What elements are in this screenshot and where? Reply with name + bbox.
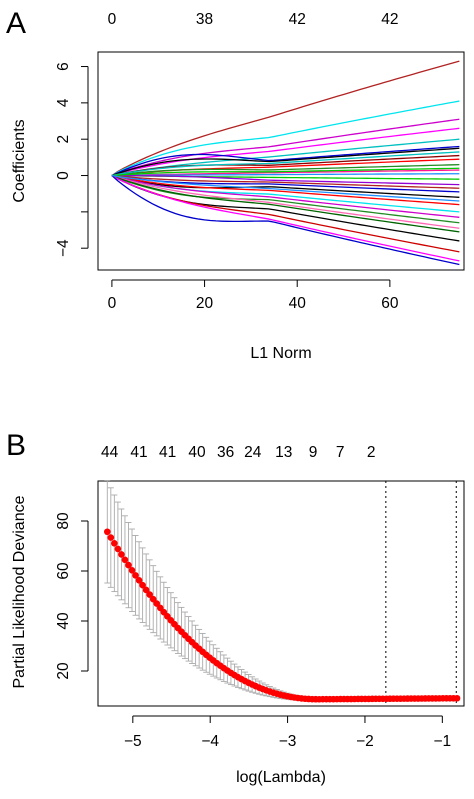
deviance-point: [149, 595, 157, 603]
panel-b-top-label: 41: [130, 444, 147, 461]
panel-b-errorbars-group: [104, 480, 461, 702]
deviance-point: [132, 572, 139, 579]
panel-b-y-tick-label: 80: [55, 512, 72, 530]
deviance-point: [142, 586, 150, 594]
deviance-point: [103, 528, 111, 536]
coefficient-path-20: [111, 174, 460, 224]
panel-a-top-label: 42: [381, 11, 398, 28]
panel-b-y-axis: 20 40 60 80: [55, 512, 89, 680]
panel-b-top-label: 41: [159, 444, 176, 461]
coefficient-path-26: [111, 175, 460, 266]
deviance-point: [125, 561, 132, 569]
panel-a-coefficient-paths: A 0 20 40 60 −4 0 2 4 6 0 38 42 42 L1 Norm Coeffic…: [6, 7, 465, 362]
panel-b-top-label: 13: [275, 444, 292, 461]
panel-b-top-label: 36: [217, 444, 234, 461]
panel-b-top-label: 2: [367, 444, 376, 461]
coefficient-path-22: [111, 174, 460, 233]
panel-a-x-tick-label: 60: [381, 295, 399, 312]
deviance-point: [107, 534, 115, 541]
coefficient-path-29: [111, 167, 460, 177]
panel-b-x-tick-label: −5: [124, 733, 142, 750]
coefficient-path-10: [111, 163, 460, 177]
panel-b-x-tick-label: −1: [433, 733, 451, 750]
coefficient-path-28: [111, 174, 460, 189]
panel-b-points-group: [103, 528, 461, 703]
coefficient-path-7: [111, 147, 460, 177]
panel-a-top-label: 38: [196, 11, 213, 28]
panel-a-series-group: [111, 60, 460, 266]
coefficient-path-21: [111, 174, 460, 229]
panel-a-y-tick-label: 2: [55, 135, 72, 144]
coefficient-path-27: [111, 151, 460, 177]
deviance-point: [128, 566, 136, 574]
panel-a-letter: A: [6, 7, 26, 40]
deviance-point: [114, 545, 122, 553]
panel-b-x-tick-label: −4: [201, 733, 219, 750]
panel-a-x-axis-title: L1 Norm: [250, 345, 311, 362]
coefficient-path-30: [111, 174, 460, 202]
coefficient-path-6: [111, 145, 460, 177]
deviance-point: [111, 539, 118, 547]
panel-a-y-tick-label: 0: [55, 171, 72, 180]
panel-b-top-label: 9: [309, 444, 318, 461]
panel-b-plot-box: [97, 480, 465, 707]
panel-b-y-axis-title: Partial Likelihood Deviance: [11, 495, 28, 688]
panel-b-x-axis: −5 −4 −3 −2 −1: [124, 715, 451, 750]
coefficient-path-17: [111, 174, 460, 206]
coefficient-path-2: [111, 100, 460, 177]
coefficient-path-11: [111, 169, 460, 177]
coefficient-path-14: [111, 174, 460, 186]
panel-a-top-label: 42: [289, 11, 306, 28]
panel-b-y-tick-label: 60: [55, 562, 72, 580]
panel-a-y-axis: −4 0 2 4 6: [55, 62, 89, 257]
panel-b-letter: B: [6, 429, 26, 462]
panel-b-top-label: 24: [244, 444, 262, 461]
coefficient-path-25: [111, 174, 460, 262]
panel-a-x-axis: 0 20 40 60: [108, 279, 399, 312]
panel-b-x-tick-label: −2: [356, 733, 374, 750]
panel-b-top-label: 44: [101, 444, 119, 461]
panel-a-y-tick-label: 4: [55, 98, 72, 107]
panel-b-y-tick-label: 20: [55, 662, 72, 680]
panel-a-y-tick-label: −4: [55, 239, 72, 257]
panel-b-top-label: 7: [336, 444, 345, 461]
coefficient-path-4: [111, 127, 460, 177]
panel-a-top-label: 0: [108, 11, 117, 28]
panel-b-x-axis-title: log(Lambda): [236, 769, 326, 786]
deviance-point: [121, 556, 129, 564]
deviance-point: [146, 591, 153, 598]
panel-b-y-tick-label: 40: [55, 612, 72, 630]
coefficient-path-12: [111, 173, 460, 177]
panel-a-top-axis: 0 38 42 42: [108, 11, 399, 28]
coefficient-path-1: [111, 60, 460, 177]
coefficient-path-5: [111, 138, 460, 177]
deviance-point: [118, 551, 125, 558]
panel-a-x-tick-label: 40: [289, 295, 307, 312]
coefficient-path-19: [111, 174, 460, 218]
panel-a-x-tick-label: 0: [108, 295, 117, 312]
deviance-point: [139, 581, 146, 589]
coefficient-path-3: [111, 118, 460, 177]
panel-a-y-tick-label: 6: [55, 62, 72, 71]
deviance-point: [135, 577, 143, 584]
panel-a-plot-box: [97, 51, 465, 271]
panel-a-x-tick-label: 20: [196, 295, 214, 312]
panel-a-y-axis-title: Coefficients: [11, 119, 28, 202]
panel-b-x-tick-label: −3: [279, 733, 297, 750]
panel-b-reference-lines: [385, 481, 457, 706]
panel-b-top-label: 40: [188, 444, 206, 461]
deviance-point: [453, 694, 461, 702]
panel-b-top-axis: 44 41 41 40 36 24 13 9 7 2: [101, 444, 375, 461]
coefficient-path-16: [111, 174, 460, 198]
